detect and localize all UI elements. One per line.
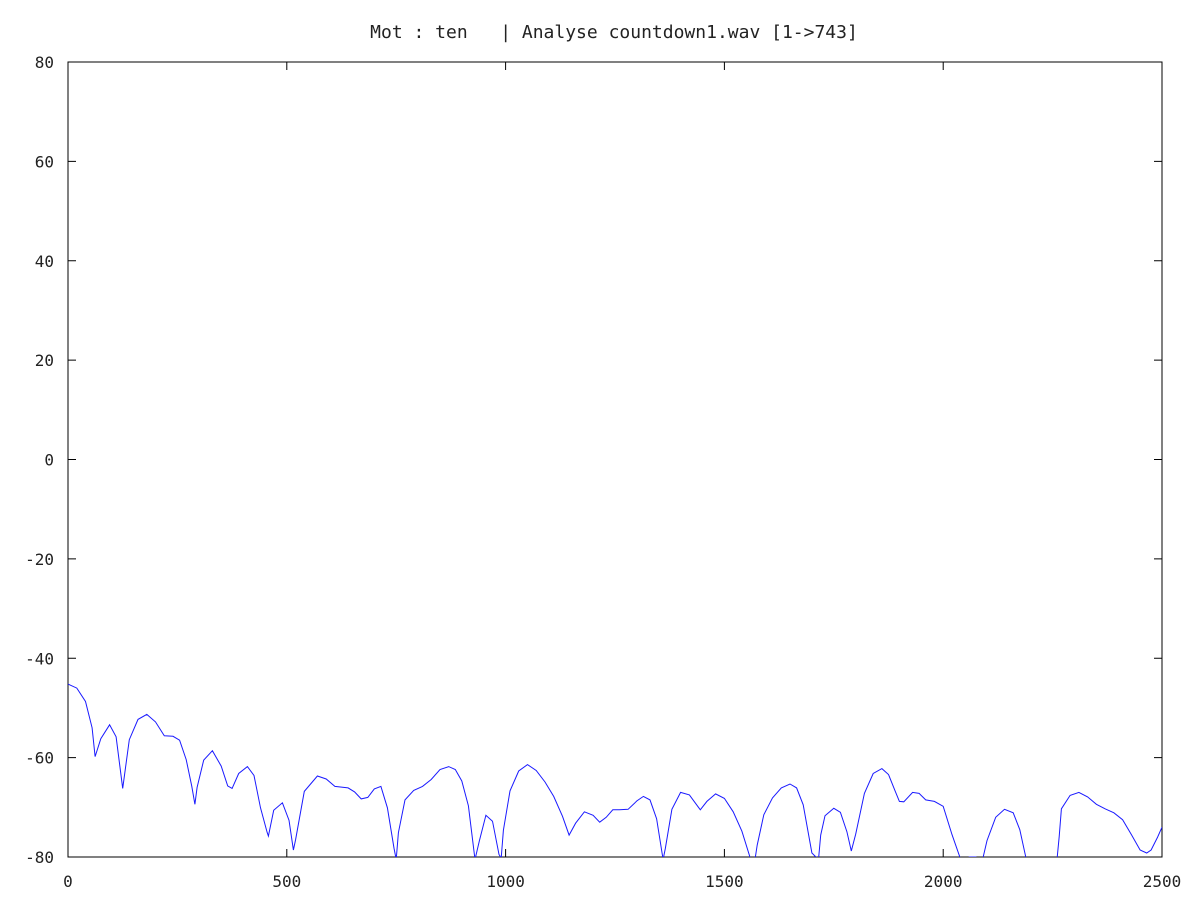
x-tick-label: 0 — [63, 872, 73, 891]
y-tick-label: 60 — [35, 152, 54, 171]
x-tick-label: 2500 — [1143, 872, 1182, 891]
chart-title: Mot : ten | Analyse countdown1.wav [1->7… — [370, 22, 858, 43]
y-tick-label: 40 — [35, 252, 54, 271]
series-line — [68, 683, 1162, 857]
y-tick-label: -20 — [25, 550, 54, 569]
axis-ticks — [67, 61, 1163, 858]
y-tick-label: -60 — [25, 749, 54, 768]
x-tick-label: 500 — [272, 872, 301, 891]
y-tick-label: 80 — [35, 53, 54, 72]
y-tick-label: -40 — [25, 649, 54, 668]
y-tick-label: -80 — [25, 848, 54, 867]
y-tick-label: 0 — [44, 451, 54, 470]
plot-frame — [67, 61, 1163, 858]
x-tick-label: 2000 — [924, 872, 963, 891]
tick-labels: 0 500 1000 1500 2000 2500 80 60 40 20 0 -20 -40 -60 -8… — [25, 53, 1181, 891]
x-tick-label: 1500 — [705, 872, 744, 891]
y-tick-label: 20 — [35, 351, 54, 370]
x-tick-label: 1000 — [486, 872, 525, 891]
